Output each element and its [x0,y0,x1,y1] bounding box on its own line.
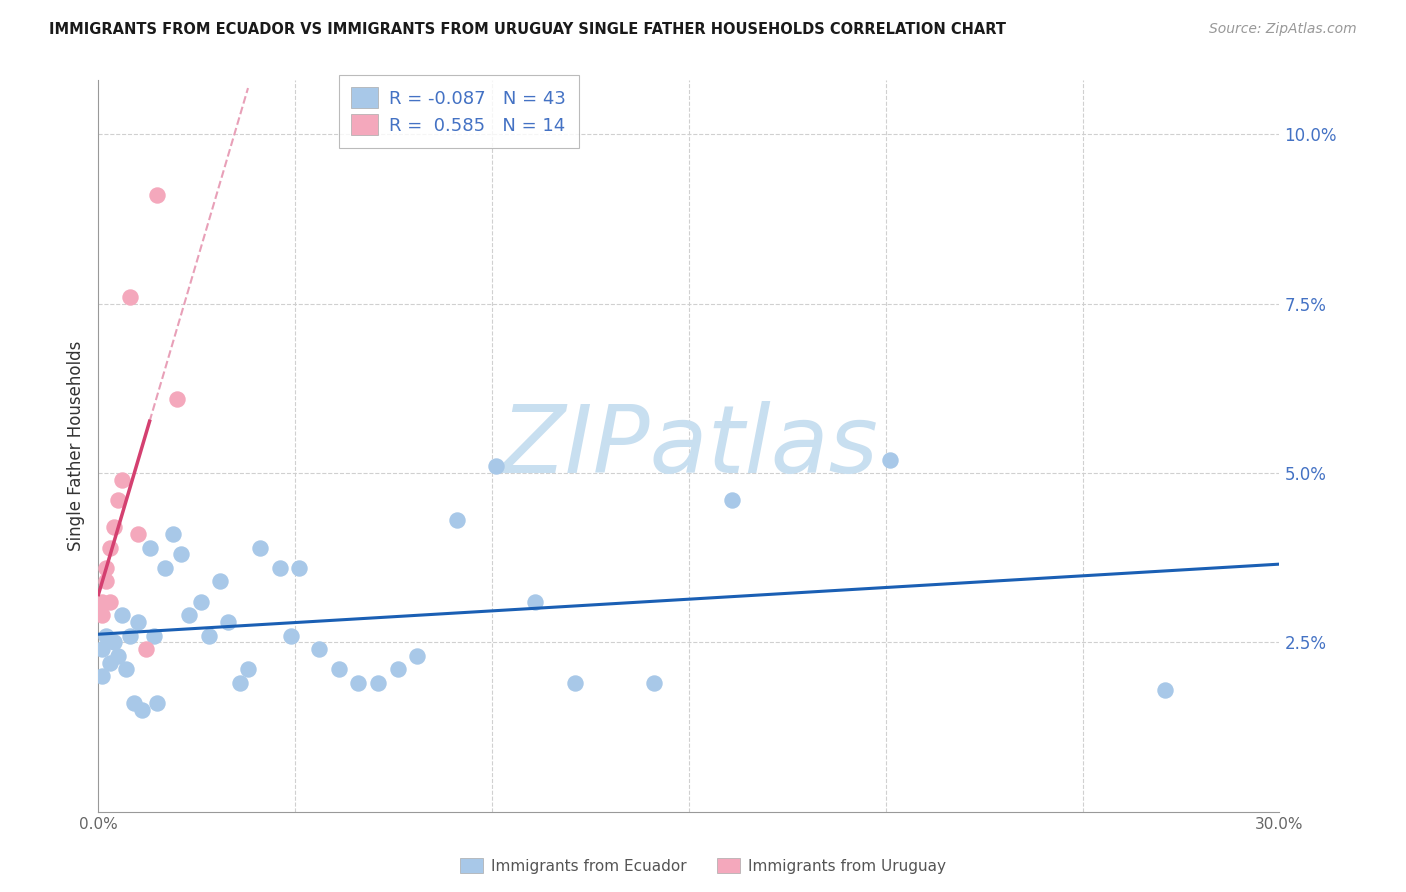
Legend: R = -0.087   N = 43, R =  0.585   N = 14: R = -0.087 N = 43, R = 0.585 N = 14 [339,75,579,148]
Point [91,669,114,683]
Point [146,697,169,711]
Point [485,459,508,474]
Point [288,561,311,575]
Point [115,663,138,677]
Text: Source: ZipAtlas.com: Source: ZipAtlas.com [1209,22,1357,37]
Point [146,188,169,202]
Point [91,608,114,623]
Text: IMMIGRANTS FROM ECUADOR VS IMMIGRANTS FROM URUGUAY SINGLE FATHER HOUSEHOLDS CORR: IMMIGRANTS FROM ECUADOR VS IMMIGRANTS FR… [49,22,1007,37]
Legend: Immigrants from Ecuador, Immigrants from Uruguay: Immigrants from Ecuador, Immigrants from… [454,852,952,880]
Point [135,642,157,657]
Point [131,703,153,717]
Point [91,642,114,657]
Point [127,615,149,629]
Point [229,676,252,690]
Point [155,561,177,575]
Point [879,452,901,467]
Point [1154,682,1177,697]
Point [91,595,114,609]
Point [170,547,193,561]
Point [96,561,118,575]
Point [118,290,141,304]
Point [177,608,200,623]
Point [269,561,291,575]
Point [107,648,129,663]
Point [190,595,212,609]
Point [564,676,586,690]
Point [96,629,118,643]
Point [236,663,259,677]
Point [127,527,149,541]
Point [98,656,121,670]
Point [111,608,134,623]
Point [111,473,134,487]
Point [138,541,160,555]
Point [367,676,389,690]
Point [107,493,129,508]
Point [162,527,184,541]
Point [103,520,125,534]
Y-axis label: Single Father Households: Single Father Households [66,341,84,551]
Point [524,595,547,609]
Point [387,663,409,677]
Point [98,595,121,609]
Point [197,629,219,643]
Text: ZIPatlas: ZIPatlas [501,401,877,491]
Point [142,629,165,643]
Point [217,615,239,629]
Point [406,648,429,663]
Point [122,697,145,711]
Point [98,541,121,555]
Point [166,392,188,406]
Point [446,514,468,528]
Point [280,629,302,643]
Point [249,541,271,555]
Point [96,574,118,589]
Point [328,663,350,677]
Point [308,642,330,657]
Point [209,574,232,589]
Point [103,635,125,649]
Point [347,676,370,690]
Point [643,676,665,690]
Point [118,629,141,643]
Point [721,493,744,508]
